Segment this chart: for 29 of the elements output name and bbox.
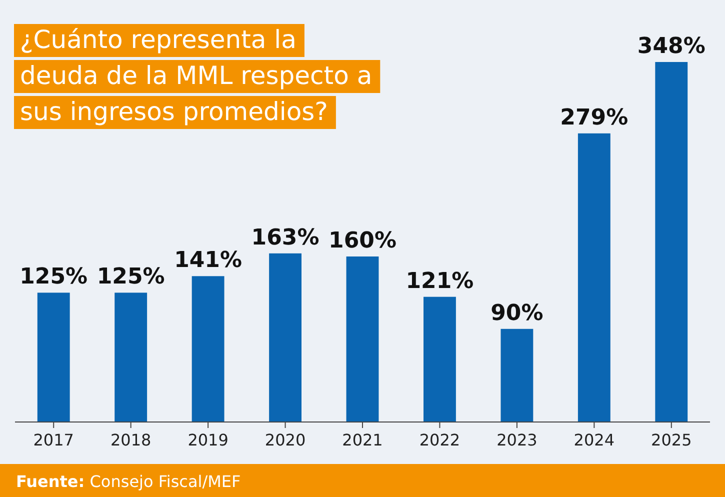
- x-tick-label: 2024: [574, 430, 615, 450]
- source-note: Fuente: Consejo Fiscal/MEF: [16, 472, 241, 491]
- x-tick-label: 2023: [496, 430, 538, 450]
- data-label: 279%: [560, 105, 628, 130]
- data-label: 163%: [251, 225, 320, 250]
- bar: [424, 296, 456, 422]
- x-tick-label: 2022: [419, 430, 460, 450]
- bar: [655, 62, 688, 422]
- data-label: 160%: [328, 228, 396, 254]
- bar: [346, 256, 379, 422]
- x-tick-label: 2025: [651, 430, 692, 450]
- data-label: 125%: [20, 264, 88, 290]
- data-label: 348%: [637, 34, 706, 59]
- bar: [37, 292, 70, 422]
- bar: [269, 253, 302, 422]
- bar: [500, 328, 534, 422]
- x-tick-label: 2017: [33, 430, 74, 450]
- chart-title: ¿Cuánto representa la deuda de la MML respecto a sus ingresos promedios?: [20, 25, 372, 126]
- bar: [114, 292, 148, 422]
- x-tick-label: 2019: [188, 430, 228, 450]
- data-label: 141%: [174, 248, 242, 274]
- data-label: 121%: [406, 268, 474, 294]
- x-tick-label: 2018: [110, 430, 152, 450]
- data-label: 90%: [490, 300, 544, 326]
- bar: [192, 276, 224, 422]
- x-tick-label: 2020: [264, 430, 306, 450]
- x-tick-label: 2021: [342, 430, 383, 450]
- bar: [578, 133, 610, 422]
- data-label: 125%: [96, 264, 165, 290]
